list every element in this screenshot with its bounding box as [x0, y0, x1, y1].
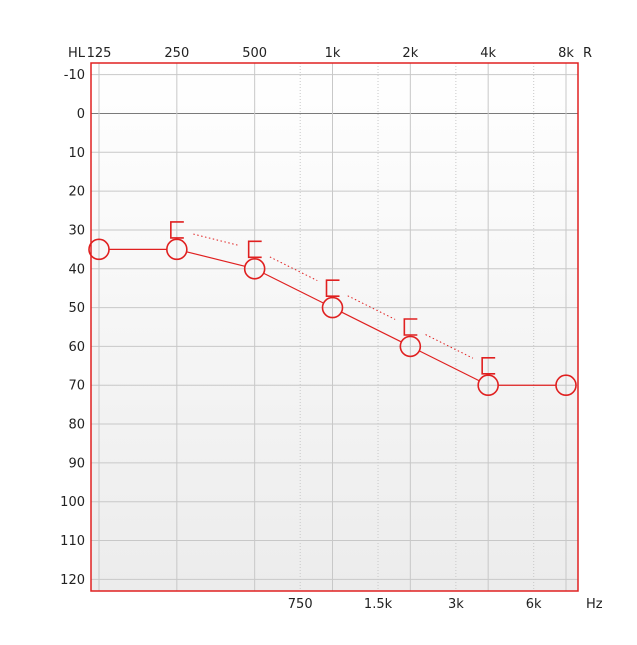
corner-right-label: R [583, 46, 592, 61]
y-tick-label: 80 [68, 418, 85, 433]
series-dotted-segment [425, 334, 474, 359]
y-tick-label: 40 [68, 262, 85, 277]
x-tick-label-top: 125 [87, 46, 112, 61]
tick-labels: HL R Hz -10 0 10 20 30 40 50 60 70 80 90 100 110 120 1… [60, 46, 603, 612]
x-tick-label-bottom: 3k [448, 597, 464, 612]
data-point-bracket [403, 318, 418, 336]
data-point-bracket [481, 357, 496, 375]
data-point-circle [555, 374, 577, 397]
series-line-segment [341, 311, 402, 343]
x-tick-label-top: 1k [325, 46, 341, 61]
x-tick-label-top: 2k [402, 46, 418, 61]
y-tick-label: 90 [68, 456, 85, 471]
data-point-circle [243, 257, 266, 280]
plot-background [91, 63, 578, 591]
series-line-segment [263, 272, 324, 304]
plot-border [90, 62, 579, 592]
x-tick-label-top: 4k [480, 46, 496, 61]
y-tick-label: 60 [68, 340, 85, 355]
y-tick-label: 0 [77, 107, 85, 122]
y-tick-label: -10 [64, 68, 85, 83]
x-tick-label-bottom: 750 [288, 597, 313, 612]
x-tick-label-bottom: 1.5k [364, 597, 393, 612]
y-tick-label: 110 [60, 534, 85, 549]
y-tick-label: 120 [60, 573, 85, 588]
series-dotted-segment [347, 295, 396, 320]
y-tick-label: 50 [68, 301, 85, 316]
x-tick-label-top: 250 [164, 46, 189, 61]
x-tick-label-top: 8k [558, 46, 574, 61]
series-dotted-segment [269, 256, 318, 282]
series-line-segment [419, 350, 480, 382]
x-tick-label-top: 500 [242, 46, 267, 61]
data-point-circle [88, 238, 110, 261]
y-tick-label: 20 [68, 185, 85, 200]
series [88, 221, 577, 397]
grid [91, 63, 578, 591]
y-tick-label: 70 [68, 379, 85, 394]
y-tick-label: 30 [68, 223, 85, 238]
data-point-bracket [170, 221, 184, 239]
y-tick-label: 10 [68, 146, 85, 161]
data-point-circle [321, 296, 344, 319]
corner-left-label: HL [68, 46, 86, 61]
data-point-bracket [247, 240, 262, 259]
data-point-circle [399, 335, 422, 358]
data-point-circle [477, 374, 499, 397]
data-point-bracket [325, 279, 340, 297]
series-line-segment [186, 251, 246, 267]
data-point-circle [166, 238, 188, 261]
x-tick-label-bottom: 6k [526, 597, 542, 612]
y-tick-label: 100 [60, 495, 85, 510]
x-unit-label: Hz [586, 597, 603, 612]
